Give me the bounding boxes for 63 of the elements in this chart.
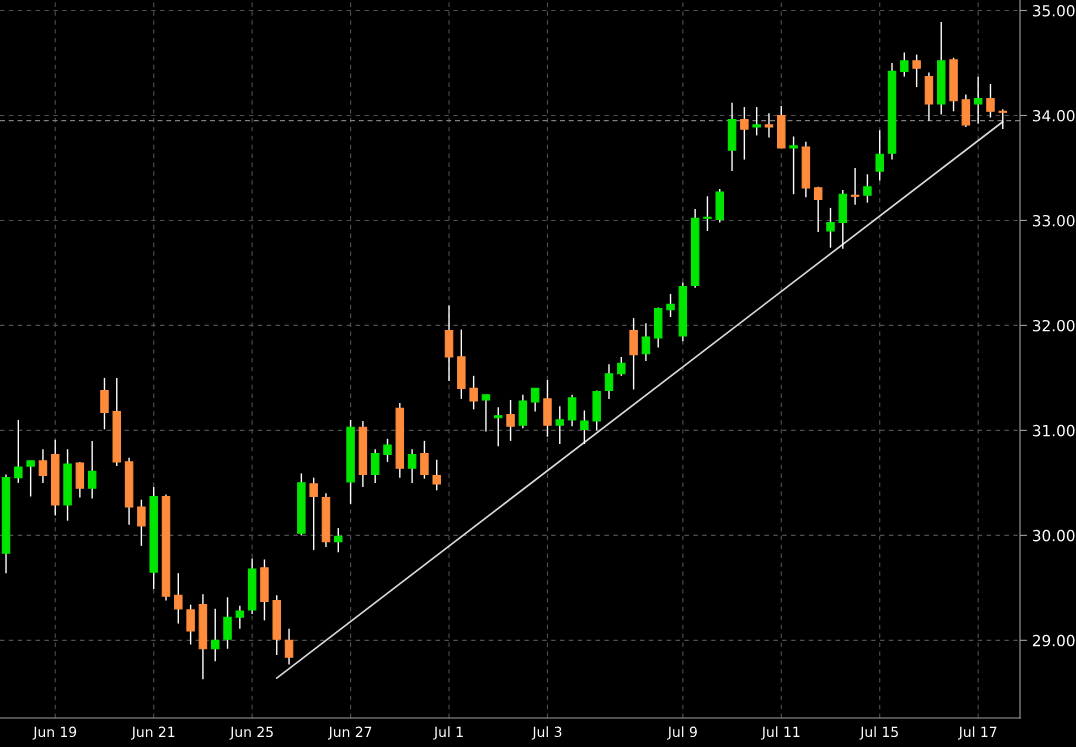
candlestick [641, 322, 651, 362]
candlestick [604, 363, 614, 400]
candlestick [174, 572, 183, 625]
x-tick-label: Jul 9 [667, 726, 697, 740]
candlestick [432, 459, 441, 491]
x-tick-label: Jun 25 [229, 726, 273, 740]
x-tick-label: Jun 21 [131, 726, 175, 740]
x-tick-label: Jul 11 [761, 726, 800, 740]
y-tick-label: 32.00 [1032, 319, 1075, 332]
candlestick [334, 527, 343, 553]
y-tick-label: 33.00 [1032, 214, 1075, 227]
candlestick [38, 448, 48, 484]
candlestick [87, 440, 97, 500]
candlestick [494, 406, 503, 447]
candlestick [309, 476, 318, 551]
candlestick [863, 173, 872, 204]
candlestick [481, 394, 491, 433]
candlestick [813, 186, 823, 233]
candlestick [407, 448, 417, 484]
x-tick-label: Jun 27 [327, 726, 372, 740]
candlestick [850, 167, 860, 206]
candlestick [912, 53, 921, 88]
y-tick-label: 31.00 [1032, 424, 1075, 437]
candlestick [26, 460, 35, 498]
candlestick [567, 394, 577, 427]
candlestick [986, 83, 995, 119]
candlestick [137, 498, 146, 547]
candlestick [900, 51, 909, 78]
candlestick [789, 135, 798, 195]
candlestick [703, 195, 712, 232]
candlestick [998, 108, 1008, 130]
candlestick [666, 293, 675, 318]
candlestick [383, 438, 392, 463]
candlestick [420, 440, 429, 480]
candlestick [764, 112, 774, 139]
y-tick-label: 30.00 [1032, 529, 1075, 542]
candlestick [555, 405, 565, 445]
candlestick [370, 448, 380, 484]
candlestick [875, 129, 884, 182]
candlestick [210, 608, 220, 663]
x-tick-label: Jun 19 [32, 726, 77, 740]
y-tick-label: 34.00 [1032, 109, 1075, 122]
candlestick [580, 409, 589, 445]
candlestick [740, 106, 749, 161]
candlestick [235, 605, 245, 630]
candlestick [826, 207, 835, 249]
x-tick-label: Jul 15 [859, 726, 898, 740]
candlestick [186, 603, 195, 646]
candlestick [617, 356, 626, 377]
x-tick-label: Jul 17 [958, 726, 997, 740]
candlestick [469, 375, 478, 411]
candlestick [752, 106, 761, 137]
y-tick-label: 35.00 [1032, 4, 1075, 17]
candlestick [530, 387, 540, 413]
x-tick-label: Jul 3 [531, 726, 562, 740]
candlestick [506, 399, 515, 442]
candlestick [100, 377, 109, 431]
x-tick-label: Jul 1 [433, 726, 463, 740]
candlestick [973, 75, 983, 125]
candlestick [284, 628, 294, 666]
candlestick [14, 419, 23, 484]
candlestick [223, 596, 232, 650]
y-tick-label: 29.00 [1032, 634, 1075, 647]
